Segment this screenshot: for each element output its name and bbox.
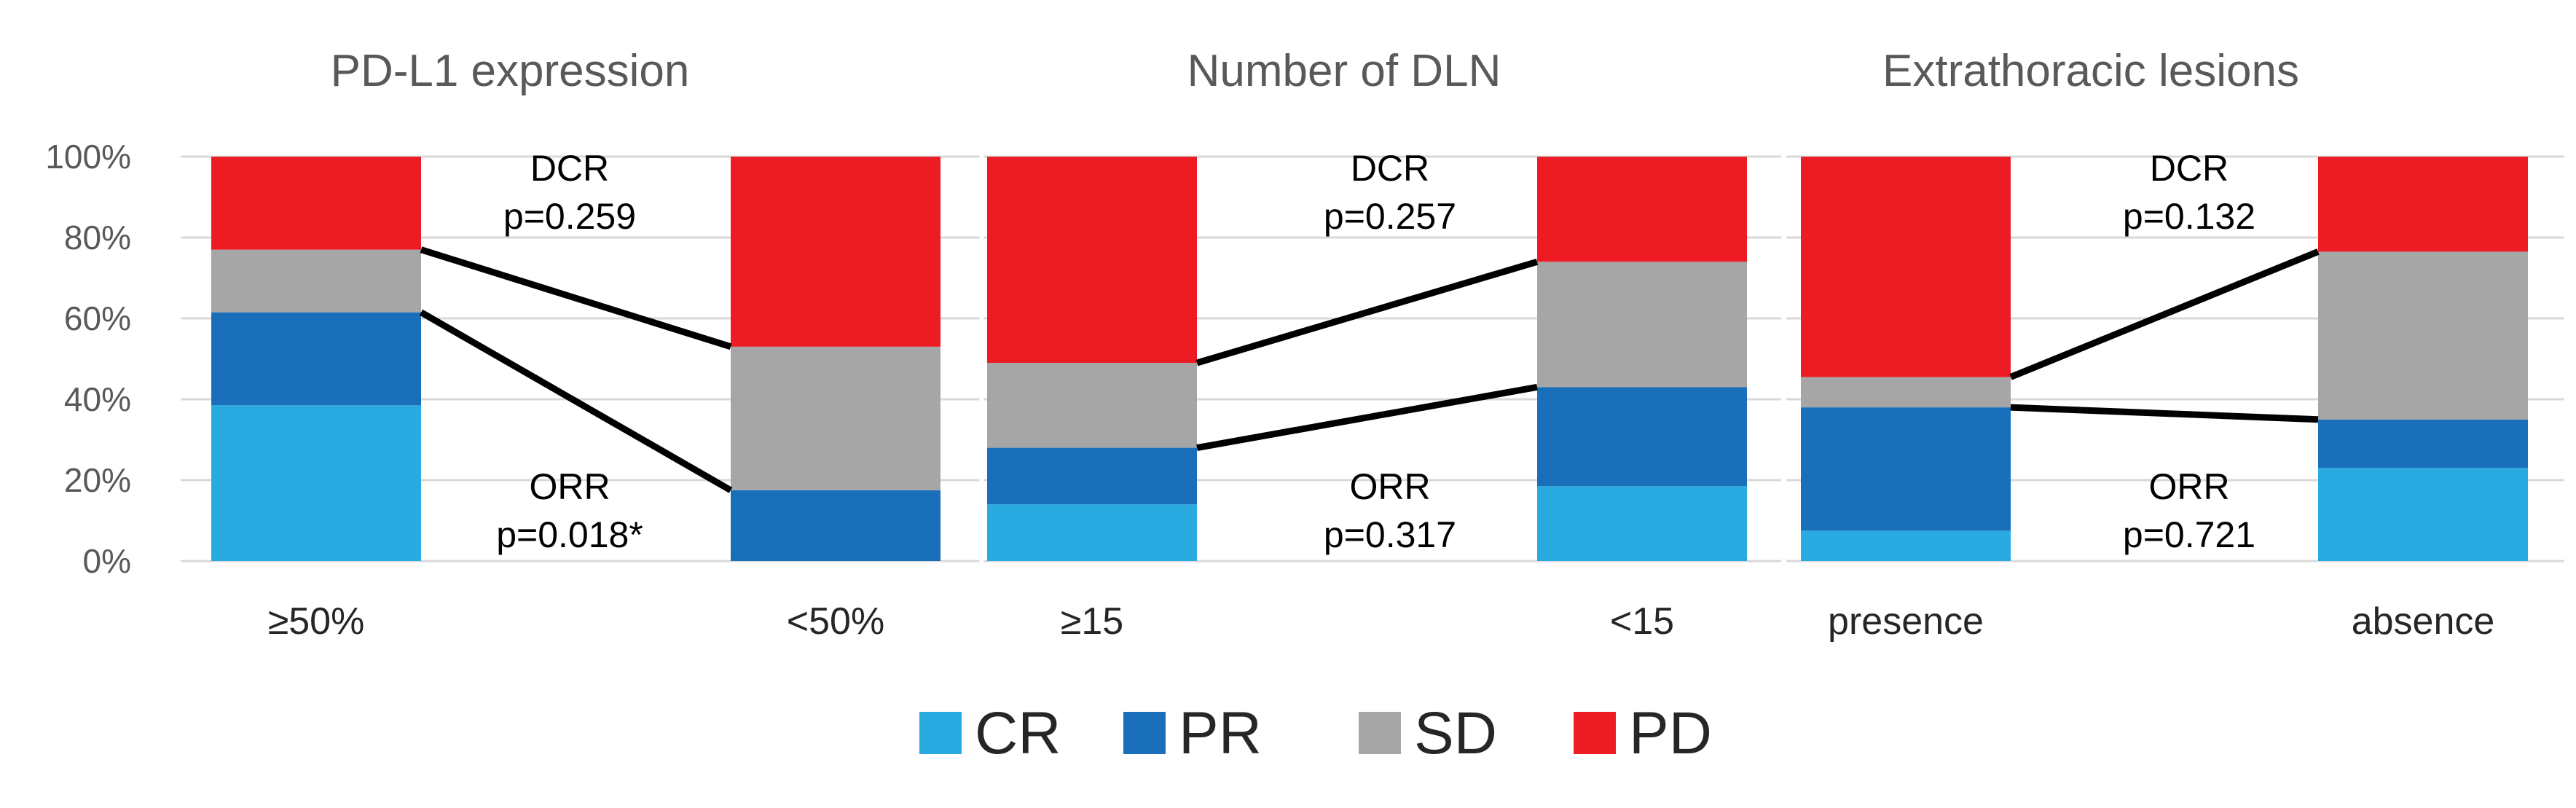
bar-segment-cr <box>2318 468 2528 561</box>
legend-swatch-pr <box>1123 712 1166 754</box>
bar-segment-sd <box>2318 251 2528 420</box>
dcr-connector-line <box>1195 258 1539 366</box>
bar-segment-pr <box>2318 419 2528 468</box>
bar-segment-pr <box>1801 407 2011 531</box>
category-label: <15 <box>1610 600 1674 643</box>
bar-segment-pr <box>987 447 1197 505</box>
dcr-label: DCR <box>2150 148 2229 189</box>
orr-p-value: p=0.721 <box>2123 514 2255 555</box>
bar-segment-pr <box>211 312 421 406</box>
dcr-connector-line <box>2009 248 2320 380</box>
y-tick-label: 20% <box>64 461 131 499</box>
bar-segment-pd <box>1801 157 2011 377</box>
bar-segment-cr <box>987 504 1197 561</box>
dcr-p-value: p=0.257 <box>1324 196 1456 237</box>
bar-segment-sd <box>1537 262 1747 388</box>
bar-segment-sd <box>731 346 941 490</box>
bar-segment-pd <box>1537 157 1747 262</box>
panel-title: PD-L1 expression <box>331 46 690 96</box>
y-tick-label: 100% <box>45 138 131 176</box>
orr-connector-line <box>2010 404 2319 423</box>
legend-label-pr: PR <box>1179 700 1262 766</box>
bar-segment-pd <box>731 157 941 347</box>
category-label: absence <box>2352 600 2495 643</box>
y-tick-label: 60% <box>64 299 131 337</box>
category-label: ≥15 <box>1061 600 1123 643</box>
bar-segment-pd <box>987 157 1197 364</box>
dcr-label: DCR <box>1351 148 1429 189</box>
y-tick-label: 40% <box>64 380 131 418</box>
bar-segment-pd <box>211 157 421 250</box>
dcr-label: DCR <box>530 148 609 189</box>
orr-connector-line <box>419 309 733 493</box>
orr-p-value: p=0.018* <box>496 514 643 555</box>
y-tick-label: 0% <box>83 542 131 580</box>
orr-label: ORR <box>2148 466 2229 507</box>
dcr-connector-line <box>420 246 732 350</box>
bar-segment-cr <box>1801 530 2011 561</box>
y-tick-label: 80% <box>64 219 131 256</box>
category-label: <50% <box>787 600 884 643</box>
dcr-p-value: p=0.259 <box>503 196 636 237</box>
legend-label-cr: CR <box>975 700 1061 766</box>
bar-segment-sd <box>1801 377 2011 408</box>
orr-label: ORR <box>1349 466 1430 507</box>
legend-label-pd: PD <box>1629 700 1712 766</box>
bar-segment-pr <box>731 490 941 561</box>
legend-swatch-sd <box>1359 712 1401 754</box>
bar-segment-cr <box>211 405 421 561</box>
category-label: ≥50% <box>268 600 365 643</box>
legend-swatch-cr <box>919 712 962 754</box>
legend-label-sd: SD <box>1414 700 1497 766</box>
orr-connector-line <box>1196 383 1538 452</box>
orr-label: ORR <box>529 466 610 507</box>
bar-segment-pr <box>1537 387 1747 487</box>
bar-segment-cr <box>1537 486 1747 561</box>
bar-segment-pd <box>2318 157 2528 252</box>
panel-title: Extrathoracic lesions <box>1882 46 2299 96</box>
bar-segment-sd <box>987 363 1197 448</box>
orr-p-value: p=0.317 <box>1324 514 1456 555</box>
legend-swatch-pd <box>1574 712 1616 754</box>
panel-title: Number of DLN <box>1187 46 1501 96</box>
category-label: presence <box>1828 600 1984 643</box>
bar-segment-sd <box>211 249 421 313</box>
dcr-p-value: p=0.132 <box>2123 196 2255 237</box>
